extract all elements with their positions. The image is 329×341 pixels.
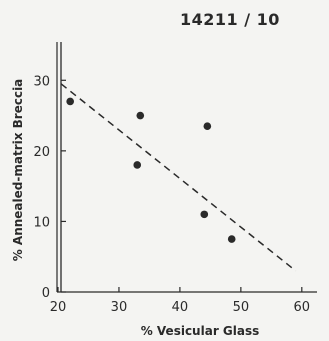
- y-axis-label: % Annealed-matrix Breccia: [11, 79, 25, 262]
- x-tick-label: 30: [111, 300, 128, 315]
- data-point: [200, 210, 209, 219]
- x-tick-label: 60: [294, 300, 311, 315]
- x-tick-label: 20: [50, 300, 67, 315]
- data-point: [203, 122, 212, 130]
- x-tick-label: 50: [233, 300, 250, 315]
- y-tick-label: 10: [33, 215, 50, 230]
- data-points: [66, 97, 236, 243]
- y-tick-label: 0: [42, 286, 50, 301]
- y-tick-label: 30: [33, 74, 50, 89]
- trend-line-group: [60, 83, 297, 272]
- data-point: [227, 235, 236, 243]
- data-point: [133, 161, 142, 169]
- data-point: [136, 111, 145, 120]
- trend-line: [60, 83, 297, 272]
- axis-ticks: 20 30 40 50 60 0 10 20 30: [33, 74, 310, 315]
- axes: [56, 42, 317, 293]
- data-point: [66, 97, 74, 106]
- chart-title: 14211 / 10: [180, 10, 280, 29]
- x-tick-label: 40: [172, 300, 189, 315]
- x-axis-label: % Vesicular Glass: [141, 324, 260, 338]
- y-tick-label: 20: [33, 145, 50, 160]
